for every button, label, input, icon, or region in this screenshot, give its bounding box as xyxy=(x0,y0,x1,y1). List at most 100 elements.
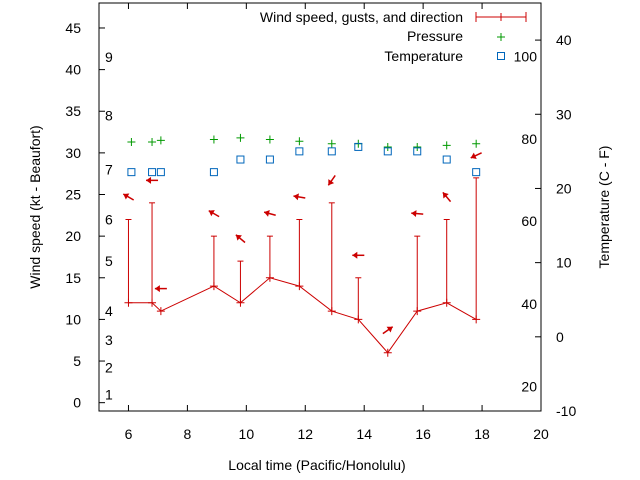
wind-direction-arrow xyxy=(235,234,246,244)
y-tick-label: 25 xyxy=(65,187,81,203)
temperature-point xyxy=(295,147,304,156)
wind-arrow-head xyxy=(235,234,242,241)
wind-arrow-head xyxy=(352,251,358,259)
y-tick-label: 30 xyxy=(65,145,81,161)
x-tick-label: 18 xyxy=(474,426,490,442)
pressure-point xyxy=(472,139,481,148)
wind-speed-point xyxy=(383,348,392,357)
pressure-point xyxy=(383,143,392,152)
temperature-point xyxy=(354,142,363,151)
y-tick-label: 10 xyxy=(65,311,81,327)
temperature-point xyxy=(209,168,218,177)
legend-swatch-pressure xyxy=(497,33,505,41)
x-tick-label: 10 xyxy=(239,426,255,442)
x-tick-label: 6 xyxy=(125,426,133,442)
wind-direction-arrow xyxy=(382,326,394,335)
x-tick-label: 8 xyxy=(184,426,192,442)
beaufort-label: 8 xyxy=(105,107,113,123)
x-tick-label: 20 xyxy=(533,426,549,442)
wind-speed-point xyxy=(236,298,245,307)
plot-frame xyxy=(98,2,542,412)
wind-speed-line xyxy=(128,277,477,354)
temperature-point xyxy=(265,155,274,164)
wind-direction-arrow xyxy=(122,193,135,201)
y2-tick-label: -10 xyxy=(556,403,576,419)
fahrenheit-label: 40 xyxy=(521,296,537,312)
beaufort-label: 7 xyxy=(105,162,113,178)
wind-arrow-head xyxy=(411,210,417,218)
wind-direction-arrow xyxy=(293,193,306,201)
pressure-point xyxy=(265,135,274,144)
wind-arrow-head xyxy=(442,192,449,199)
y2-tick-label: 10 xyxy=(556,255,572,271)
legend-label-pressure: Pressure xyxy=(407,28,463,44)
y2-tick-label: 30 xyxy=(556,106,572,122)
beaufort-label: 3 xyxy=(105,332,113,348)
temperature-point xyxy=(148,168,157,177)
x-tick-label: 16 xyxy=(415,426,431,442)
pressure-point xyxy=(236,133,245,142)
y-tick-label: 45 xyxy=(65,20,81,36)
fahrenheit-label: 60 xyxy=(521,213,537,229)
wind-arrow-head xyxy=(386,326,393,333)
y-axis-title: Wind speed (kt - Beaufort) xyxy=(27,125,43,288)
temperature-point xyxy=(442,155,451,164)
wind-direction-arrow xyxy=(327,175,336,186)
wind-speed-point xyxy=(354,315,363,324)
pressure-point xyxy=(209,135,218,144)
pressure-point xyxy=(127,138,136,147)
pressure-point xyxy=(442,141,451,150)
y-tick-label: 40 xyxy=(65,62,81,78)
ticks-layer: 6 8 10 12 14 16 18 20051015202530354045-1001020… xyxy=(65,3,576,442)
x-tick-label: 12 xyxy=(297,426,313,442)
wind-speed-point xyxy=(124,298,133,307)
wind-arrow-head xyxy=(208,210,215,217)
beaufort-label: 6 xyxy=(105,211,113,227)
wind-speed-point xyxy=(156,307,165,316)
y2-tick-label: 20 xyxy=(556,180,572,196)
legend: Wind speed, gusts, and direction Pressur… xyxy=(260,9,527,64)
y-tick-label: 20 xyxy=(65,228,81,244)
temperature-series xyxy=(127,142,481,177)
y-tick-label: 5 xyxy=(73,353,81,369)
x-axis-title: Local time (Pacific/Honolulu) xyxy=(228,457,405,473)
wind-arrow-head xyxy=(328,179,335,186)
pressure-series xyxy=(127,133,481,152)
pressure-point xyxy=(156,136,165,145)
wind-direction-arrow xyxy=(263,210,276,217)
legend-label-wind: Wind speed, gusts, and direction xyxy=(260,9,463,25)
wind-direction-arrow xyxy=(470,152,482,159)
temperature-point xyxy=(472,168,481,177)
beaufort-label: 4 xyxy=(105,303,113,319)
fahrenheit-label: 80 xyxy=(521,131,537,147)
wind-speed-point xyxy=(209,282,218,291)
wind-direction-arrow xyxy=(154,285,167,293)
legend-swatch-wind xyxy=(475,12,527,22)
x-tick-label: 14 xyxy=(356,426,372,442)
wind-series xyxy=(124,177,481,357)
wind-speed-point xyxy=(413,307,422,316)
temperature-point xyxy=(156,168,165,177)
y-tick-label: 15 xyxy=(65,270,81,286)
fahrenheit-label: 100 xyxy=(514,48,538,64)
wind-arrow-head xyxy=(293,193,299,201)
wind-speed-point xyxy=(148,298,157,307)
wind-speed-point xyxy=(295,282,304,291)
temperature-point xyxy=(413,147,422,156)
wind-direction-arrow xyxy=(146,176,159,184)
legend-swatch-temperature xyxy=(497,52,505,60)
wind-direction-arrows xyxy=(122,152,482,335)
beaufort-label: 5 xyxy=(105,253,113,269)
wind-direction-arrow xyxy=(411,210,424,218)
y2-tick-label: 40 xyxy=(556,32,572,48)
wind-direction-arrow xyxy=(352,251,365,259)
y2-axis-title: Temperature (C - F) xyxy=(596,146,612,269)
pressure-point xyxy=(148,138,157,147)
wind-arrow-head xyxy=(146,176,152,184)
pressure-point xyxy=(327,139,336,148)
y-tick-label: 0 xyxy=(73,395,81,411)
beaufort-label: 1 xyxy=(105,386,113,402)
wind-speed-point xyxy=(265,273,274,282)
beaufort-label: 9 xyxy=(105,49,113,65)
